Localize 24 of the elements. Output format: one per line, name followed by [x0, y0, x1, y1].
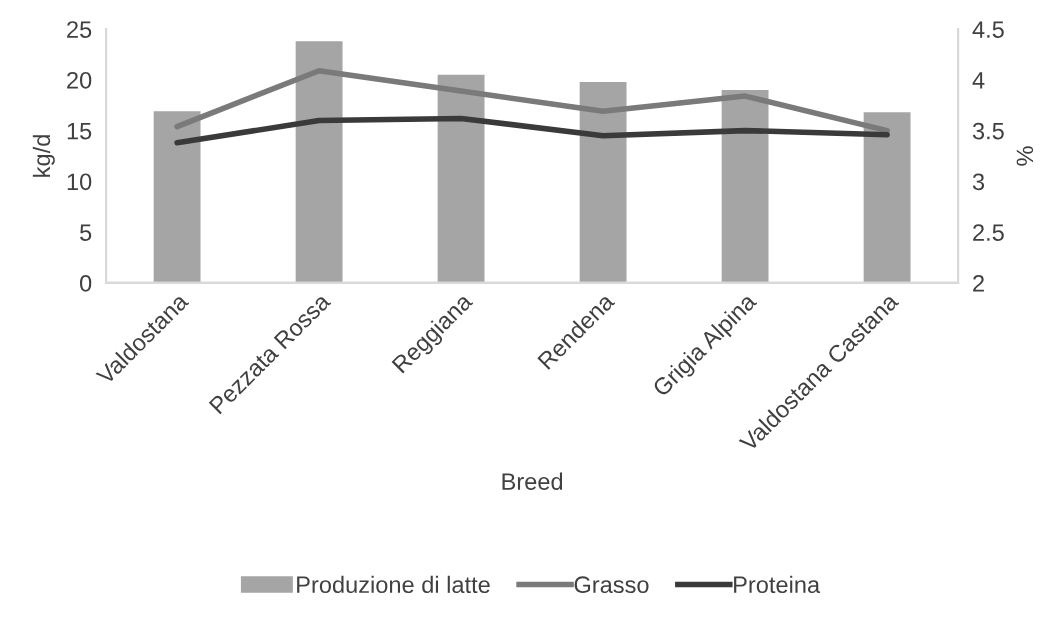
y-tick-label: 20	[67, 71, 92, 89]
bar	[579, 81, 627, 283]
bar	[437, 74, 485, 283]
x-axis-title: Breed	[502, 472, 563, 490]
bar	[721, 90, 769, 283]
y2-tick-label: 2	[973, 274, 984, 292]
y2-tick-label: 2.5	[973, 224, 1004, 241]
y-axis-title: kg/d	[32, 135, 55, 177]
y-tick-label: 15	[67, 122, 92, 140]
y-tick-label: 0	[80, 274, 92, 292]
legend-label: Grasso	[574, 576, 649, 594]
y2-tick-label: 3	[972, 173, 985, 191]
y-tick-label: 5	[80, 224, 92, 241]
y2-tick-label: 3.5	[972, 122, 1004, 140]
y2-tick-label: 4.5	[972, 21, 1004, 38]
y2-axis-title: %	[1016, 146, 1034, 166]
legend-label: Produzione di latte	[297, 575, 490, 594]
y2-tick-label: 4	[972, 72, 985, 89]
bar	[153, 111, 201, 283]
bar	[863, 112, 911, 283]
legend-label: Proteina	[734, 575, 821, 594]
y-tick-label: 10	[67, 173, 92, 191]
y-tick-label: 25	[67, 21, 92, 38]
bar	[295, 41, 343, 283]
